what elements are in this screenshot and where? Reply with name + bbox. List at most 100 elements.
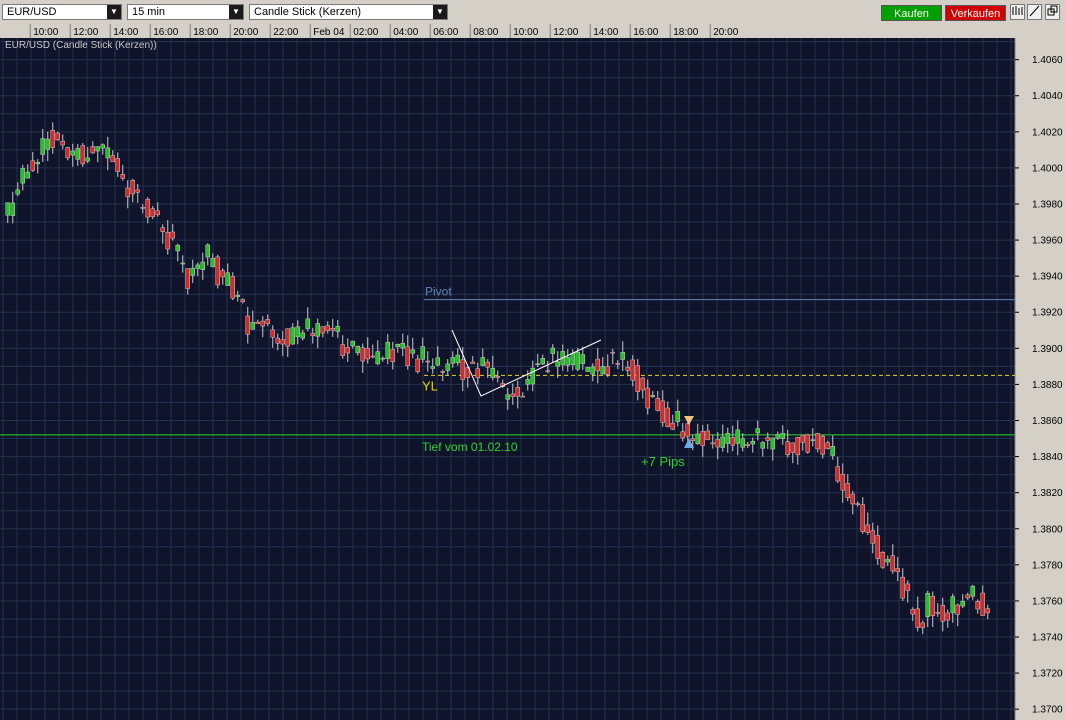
candle-body [50,130,55,148]
candles [5,122,990,635]
candle-body [910,609,915,615]
candle-body [410,349,415,354]
time-tick-label: 04:00 [393,27,418,38]
candle-body [75,148,80,160]
price-tick-label: 1.3960 [1032,236,1063,247]
candle-body [645,387,650,409]
candle-body [320,326,325,334]
candle-body [745,444,750,446]
candle-body [55,132,60,141]
candle-body [945,612,950,621]
chevron-down-icon[interactable]: ▼ [433,5,447,19]
price-tick-label: 1.3780 [1032,560,1063,571]
candle-body [610,351,615,354]
candle-body [930,596,935,616]
pips-annotation: +7 Pips [641,454,685,469]
candle-body [845,483,850,498]
candle-body [310,333,315,337]
candle-body [535,363,540,365]
candle-body [950,596,955,614]
candle-body [185,268,190,289]
candle-body [665,407,670,427]
sell-button[interactable]: Verkaufen [945,5,1006,21]
candle-body [640,377,645,391]
candle-body [255,321,260,324]
chevron-down-icon[interactable]: ▼ [229,5,243,19]
candle-body [840,474,845,491]
candle-body [480,357,485,366]
candle-body [510,393,515,397]
price-chart[interactable]: 10:00 12:00 14:00 16:00 18:00 20:00 22:00 Feb 0… [0,24,1065,720]
price-tick-label: 1.3940 [1032,272,1063,283]
candle-body [420,346,425,360]
candle-body [770,437,775,450]
candle-body [735,429,740,444]
candle-body [870,530,875,544]
pivot-label: Pivot [425,285,452,299]
candle-body [600,366,605,375]
price-tick-label: 1.4040 [1032,91,1063,102]
candle-body [755,428,760,434]
chart-type-select[interactable]: Candle Stick (Kerzen) ▼ [249,4,448,20]
candle-body [810,439,815,441]
candle-body [265,319,270,324]
window-restore-icon[interactable] [1045,4,1060,20]
candle-body [155,210,160,215]
candle-body [585,367,590,372]
draw-line-icon[interactable] [1027,4,1042,20]
candle-body [95,146,100,152]
candle-body [160,227,165,232]
symbol-select[interactable]: EUR/USD ▼ [2,4,122,20]
candle-body [860,504,865,532]
candle-body [715,439,720,448]
candle-body [525,379,530,385]
time-tick-label: 20:00 [233,27,258,38]
candle-body [340,344,345,357]
candle-body [230,276,235,299]
candle-body [970,585,975,597]
candle-body [555,361,560,367]
flag-pattern-lines[interactable] [451,329,602,397]
arrow-down-icon [684,416,694,425]
time-tick-label: 10:00 [513,27,538,38]
buy-button[interactable]: Kaufen [881,5,942,21]
time-axis: 10:00 12:00 14:00 16:00 18:00 20:00 22:00 Feb 0… [29,24,739,38]
candle-body [170,231,175,239]
interval-select[interactable]: 15 min ▼ [127,4,244,20]
candle-body [285,328,290,347]
candle-body [45,138,50,150]
candle-body [975,601,980,610]
chevron-down-icon[interactable]: ▼ [107,5,121,19]
candle-body [330,328,335,331]
time-tick-label: 18:00 [673,27,698,38]
candle-body [830,446,835,456]
candle-body [105,147,110,159]
candle-body [115,158,120,172]
candle-body [605,366,610,375]
candle-body [955,604,960,615]
candle-body [685,423,690,437]
candle-body [615,363,620,365]
candle-body [30,160,35,171]
candle-body [120,174,125,179]
price-tick-label: 1.3920 [1032,308,1063,319]
price-tick-label: 1.3740 [1032,633,1063,644]
candle-body [965,594,970,599]
candle-body [720,436,725,448]
candle-body [415,358,420,372]
candle-body [655,398,660,411]
time-tick-label: 14:00 [113,27,138,38]
candle-body [540,358,545,365]
candle-body [175,244,180,252]
candle-body [465,367,470,378]
candle-body [545,370,550,372]
candle-body [460,359,465,380]
price-tick-label: 1.3860 [1032,416,1063,427]
price-tick-label: 1.3760 [1032,596,1063,607]
candle-body [575,351,580,370]
candle-body [730,437,735,446]
candle-body [865,524,870,533]
candle-body [290,327,295,345]
candle-body [680,431,685,439]
bar-chart-icon[interactable] [1010,4,1025,20]
